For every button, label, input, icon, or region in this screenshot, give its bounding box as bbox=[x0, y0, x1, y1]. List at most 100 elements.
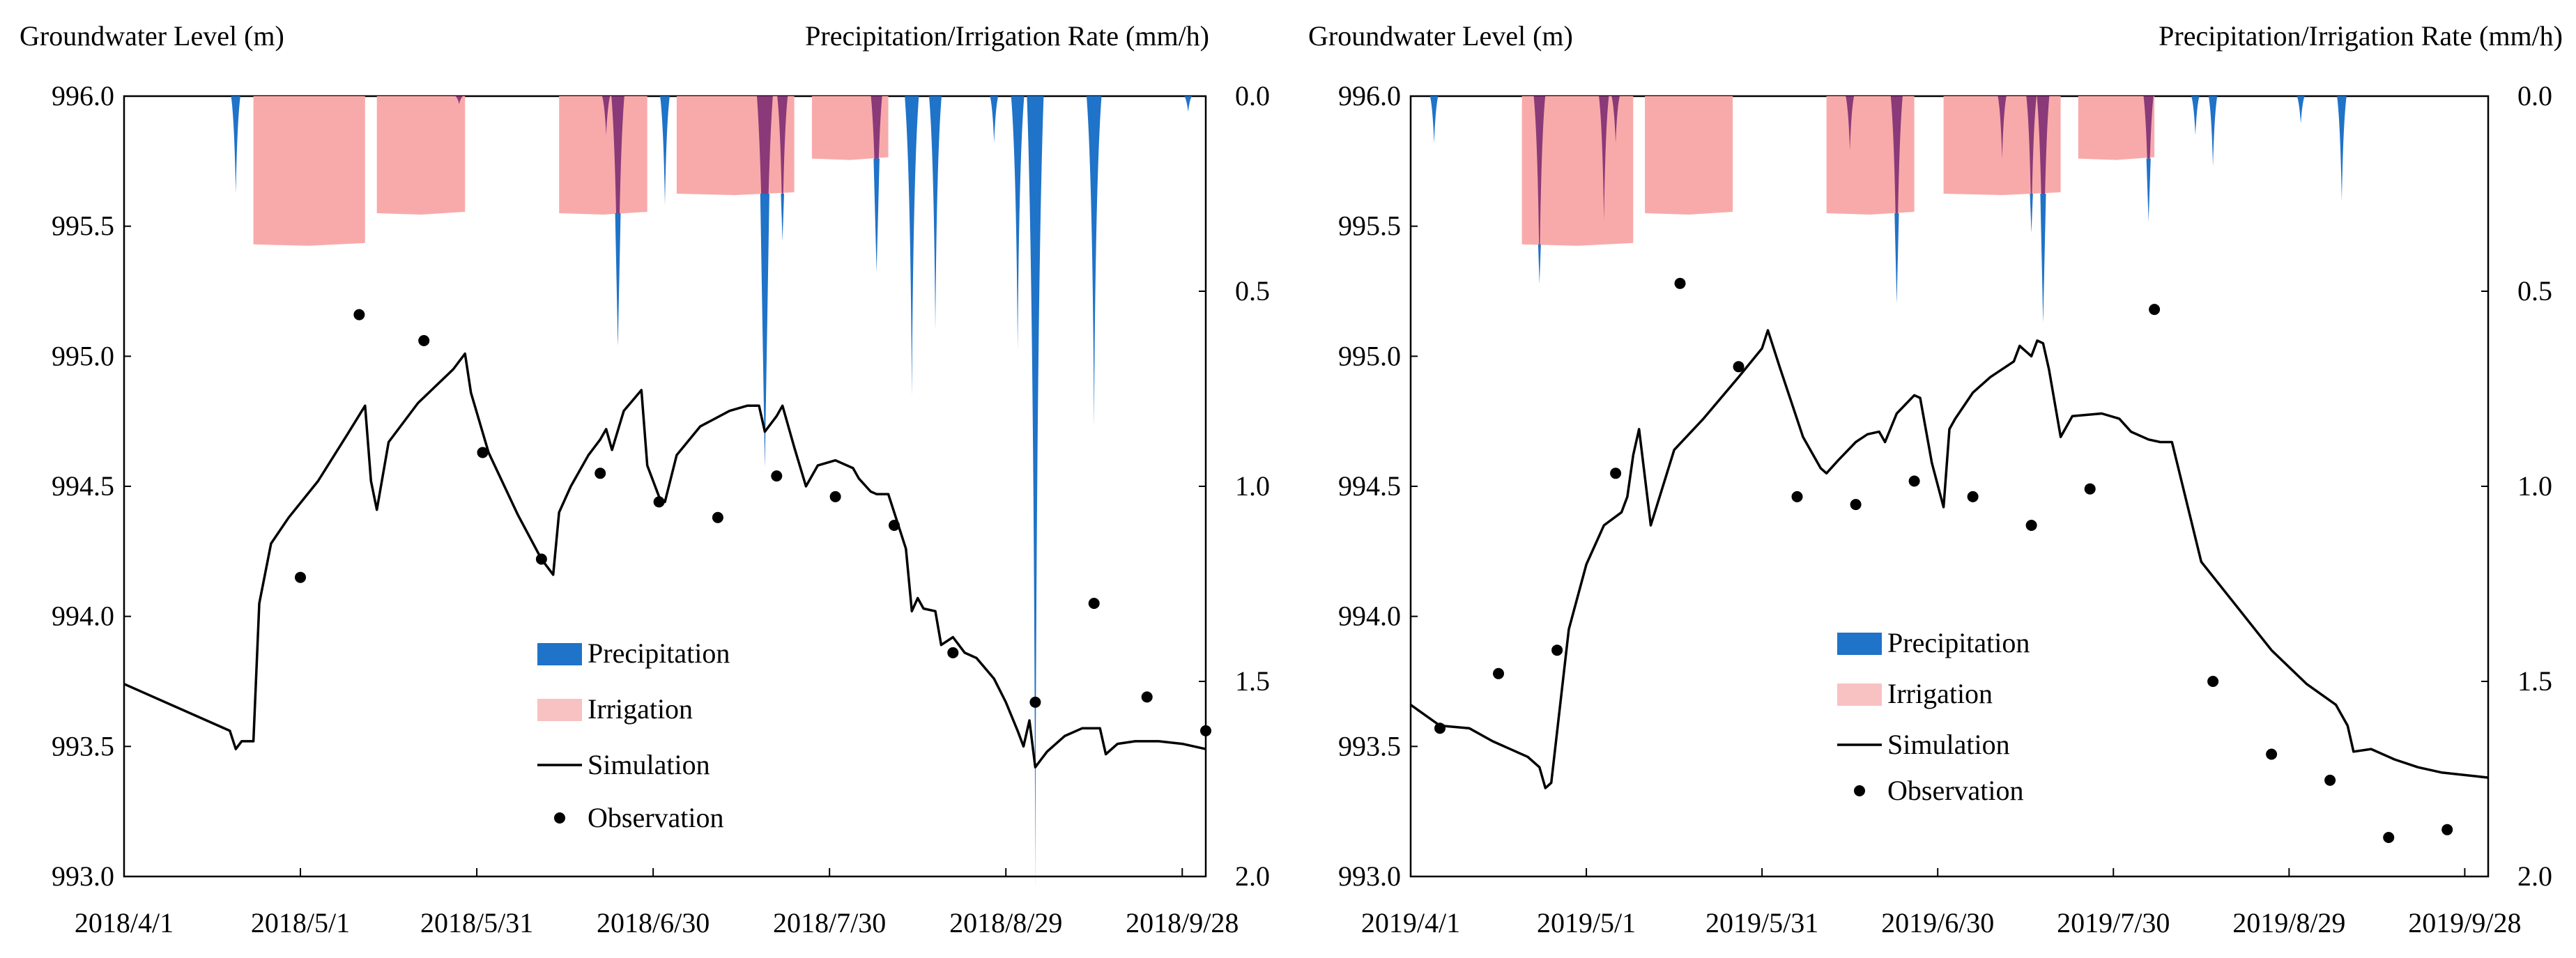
right-legend-simulation-label: Simulation bbox=[1887, 729, 2010, 760]
x-tick-label-1: 2019/5/1 bbox=[1537, 907, 1636, 938]
left-tick-label-0: 993.0 bbox=[52, 860, 114, 892]
precipitation-spike-lower-1 bbox=[1538, 244, 1541, 284]
left-tick-label-5: 995.5 bbox=[52, 210, 114, 242]
precipitation-spike-11 bbox=[1011, 96, 1025, 350]
precipitation-spike-lower-7 bbox=[2030, 194, 2033, 233]
observation-point-9 bbox=[829, 490, 841, 502]
observation-point-16 bbox=[2383, 832, 2395, 843]
precipitation-spike-10 bbox=[990, 96, 999, 144]
observation-point-1 bbox=[353, 309, 365, 320]
precipitation-spike-8 bbox=[905, 96, 919, 397]
right-legend-precipitation-label: Precipitation bbox=[1887, 627, 2030, 658]
precipitation-spike-10 bbox=[2191, 96, 2200, 135]
left-legend: Precipitation Irrigation Simulation Obse… bbox=[537, 638, 730, 833]
observation-point-13 bbox=[1088, 598, 1100, 609]
observation-point-5 bbox=[595, 468, 606, 479]
left-x-axis-ticks: 2018/4/1 2018/5/1 2018/5/31 2018/6/30 2018/7… bbox=[75, 868, 1239, 938]
left-secondary-y-axis-title: Precipitation/Irrigation Rate (mm/h) bbox=[805, 20, 1209, 52]
observation-point-10 bbox=[2025, 520, 2037, 531]
irrigation-block-1 bbox=[1645, 96, 1733, 215]
x-tick-label-3: 2019/6/30 bbox=[1881, 907, 1994, 938]
precipitation-spike-lower-7 bbox=[873, 158, 880, 272]
right-legend-observation-marker bbox=[1854, 785, 1865, 796]
observation-point-6 bbox=[653, 496, 665, 508]
precipitation-spike-11 bbox=[2208, 96, 2218, 167]
right-tick-label-2: 1.0 bbox=[2517, 470, 2552, 502]
right-legend-precipitation-swatch bbox=[1837, 633, 1882, 655]
observation-point-10 bbox=[889, 520, 900, 531]
precipitation-spike-2 bbox=[602, 96, 611, 135]
precipitation-spike-5 bbox=[1890, 96, 1903, 303]
left-y-axis-ticks: 993.0 993.5 994.0 994.5 995.0 995.5 996.0 bbox=[52, 80, 131, 892]
x-tick-label-5: 2019/8/29 bbox=[2232, 907, 2345, 938]
x-tick-label-0: 2018/4/1 bbox=[75, 907, 174, 938]
observation-point-0 bbox=[1434, 723, 1446, 734]
right-simulation-line bbox=[1409, 329, 2489, 789]
right-secondary-y-axis-ticks: 0.0 0.5 1.0 1.5 2.0 bbox=[2481, 80, 2552, 892]
irrigation-block-1 bbox=[376, 96, 466, 215]
precipitation-spike-lower-6 bbox=[781, 194, 784, 241]
observation-point-15 bbox=[1200, 725, 1211, 736]
right-legend: Precipitation Irrigation Simulation Obse… bbox=[1837, 627, 2030, 806]
observation-point-15 bbox=[2324, 774, 2336, 786]
left-precipitation-series bbox=[231, 96, 1192, 890]
precipitation-spike-9 bbox=[929, 96, 942, 330]
irrigation-block-4 bbox=[811, 96, 889, 160]
irrigation-block-3 bbox=[676, 96, 795, 195]
precipitation-spike-6 bbox=[777, 96, 788, 241]
observation-point-5 bbox=[1733, 361, 1745, 373]
left-legend-irrigation-swatch bbox=[537, 699, 582, 721]
observation-point-12 bbox=[1029, 696, 1041, 708]
right-tick-label-4: 2.0 bbox=[2517, 860, 2552, 892]
left-legend-simulation-label: Simulation bbox=[588, 749, 710, 780]
observation-point-11 bbox=[2084, 483, 2096, 495]
left-secondary-y-axis-ticks: 0.0 0.5 1.0 1.5 2.0 bbox=[1199, 80, 1270, 892]
irrigation-block-0 bbox=[253, 96, 365, 246]
right-tick-label-4: 2.0 bbox=[1235, 860, 1270, 892]
right-tick-label-0: 0.0 bbox=[2517, 80, 2552, 111]
right-precipitation-series bbox=[1429, 96, 2347, 323]
precipitation-spike-0 bbox=[231, 96, 240, 194]
precipitation-spike-12 bbox=[1027, 96, 1044, 890]
left-tick-label-1: 993.5 bbox=[1338, 730, 1401, 762]
x-tick-label-4: 2018/7/30 bbox=[773, 907, 886, 938]
left-irrigation-series bbox=[253, 96, 889, 246]
precipitation-spike-lower-9 bbox=[2146, 158, 2151, 222]
precipitation-spike-lower-5 bbox=[1894, 213, 1899, 303]
right-tick-label-1: 0.5 bbox=[2517, 275, 2552, 307]
left-tick-label-4: 995.0 bbox=[1338, 340, 1401, 371]
left-y-axis-title: Groundwater Level (m) bbox=[20, 20, 284, 52]
observation-point-3 bbox=[477, 447, 489, 458]
observation-point-12 bbox=[2149, 304, 2161, 316]
right-secondary-y-axis-title: Precipitation/Irrigation Rate (mm/h) bbox=[2159, 20, 2563, 52]
right-tick-label-2: 1.0 bbox=[1235, 470, 1270, 502]
observation-point-7 bbox=[1850, 499, 1862, 511]
right-tick-label-3: 1.5 bbox=[1235, 665, 1270, 697]
irrigation-block-4 bbox=[2078, 96, 2155, 160]
observation-point-13 bbox=[2207, 676, 2219, 687]
left-legend-observation-marker bbox=[554, 812, 565, 824]
observation-point-1 bbox=[1493, 667, 1504, 679]
right-legend-irrigation-swatch bbox=[1837, 683, 1882, 706]
right-y-axis-ticks: 993.0 993.5 994.0 994.5 995.0 995.5 996.0 bbox=[1338, 80, 1418, 892]
irrigation-block-2 bbox=[559, 96, 647, 215]
left-tick-label-3: 994.5 bbox=[1338, 470, 1401, 502]
right-y-axis-title: Groundwater Level (m) bbox=[1308, 20, 1573, 52]
left-tick-label-5: 995.5 bbox=[1338, 210, 1401, 242]
precipitation-spike-lower-3 bbox=[615, 213, 621, 346]
observation-point-7 bbox=[712, 511, 723, 523]
precipitation-spike-4 bbox=[1846, 96, 1855, 151]
right-x-axis-ticks: 2019/4/1 2019/5/1 2019/5/31 2019/6/30 2019/7… bbox=[1361, 868, 2522, 938]
left-tick-label-1: 993.5 bbox=[52, 730, 114, 762]
irrigation-block-2 bbox=[1826, 96, 1915, 215]
x-tick-label-2: 2019/5/31 bbox=[1705, 907, 1818, 938]
right-tick-label-3: 1.5 bbox=[2517, 665, 2552, 697]
left-legend-irrigation-label: Irrigation bbox=[588, 693, 693, 725]
observation-point-2 bbox=[418, 334, 430, 346]
precipitation-spike-3 bbox=[1611, 96, 1620, 144]
x-tick-label-3: 2018/6/30 bbox=[597, 907, 710, 938]
right-tick-label-0: 0.0 bbox=[1235, 80, 1270, 111]
